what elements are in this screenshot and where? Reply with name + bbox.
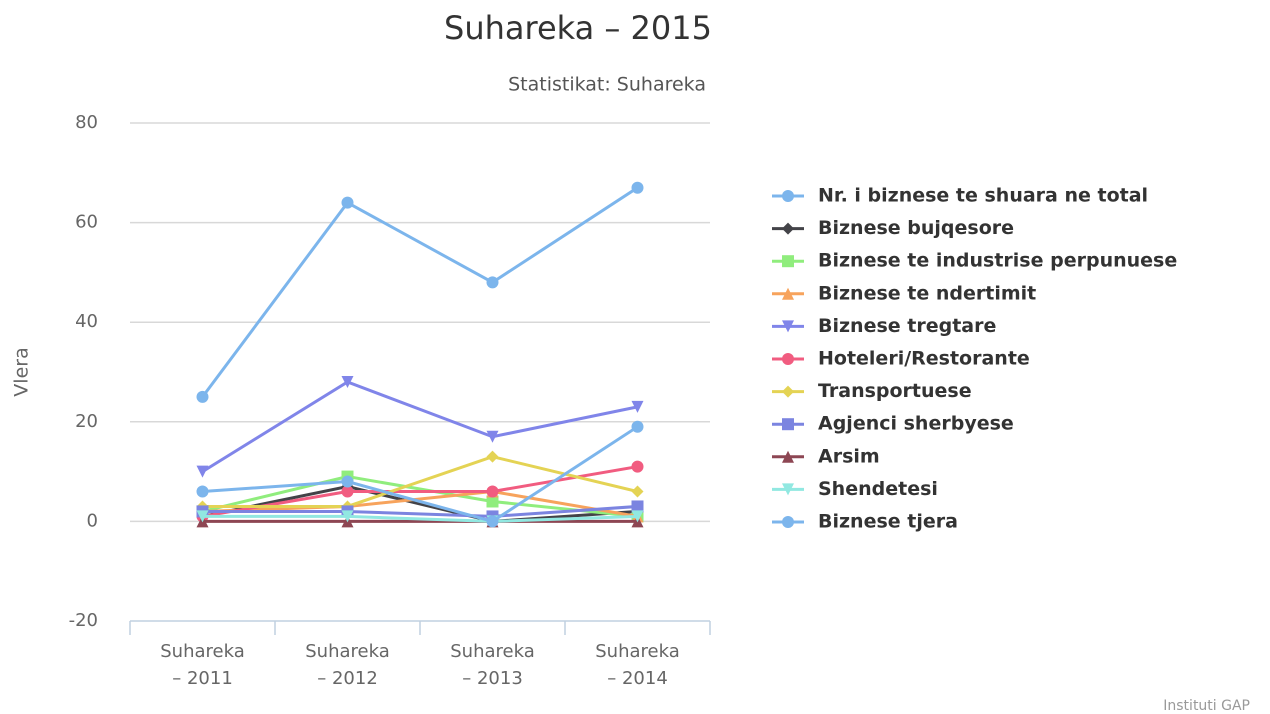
point-marker — [631, 400, 644, 413]
legend-label: Hoteleri/Restorante — [818, 348, 1030, 370]
legend-marker — [782, 516, 794, 528]
legend-marker — [782, 353, 794, 365]
y-tick-label: -20 — [69, 610, 98, 631]
legend-label: Biznese tjera — [818, 511, 958, 533]
y-axis-title: Vlera — [11, 347, 33, 396]
x-tick-label: Suhareka – 2014 — [595, 641, 680, 689]
x-tick-label: Suhareka – 2011 — [160, 641, 245, 689]
point-marker — [341, 485, 354, 498]
y-tick-label: 0 — [87, 510, 98, 531]
point-marker — [196, 390, 209, 403]
y-tick-label: 20 — [75, 411, 98, 432]
series-line — [201, 186, 639, 398]
point-marker — [631, 420, 644, 433]
series-line — [202, 514, 638, 523]
legend-label: Nr. i biznese te shuara ne total — [818, 185, 1148, 207]
legend-marker — [782, 320, 794, 333]
legend-marker — [782, 255, 794, 268]
point-marker — [341, 510, 354, 523]
legend-marker — [782, 483, 794, 496]
legend-marker — [782, 190, 794, 202]
point-marker — [631, 181, 644, 194]
point-marker — [196, 465, 209, 478]
point-marker — [341, 475, 354, 488]
point-marker — [486, 430, 499, 443]
point-marker — [341, 375, 354, 388]
point-marker — [196, 510, 209, 523]
series-line — [202, 490, 638, 518]
series-line — [202, 504, 638, 518]
series-line — [202, 425, 639, 524]
x-tick-label: Suhareka – 2013 — [450, 641, 535, 689]
series-line — [202, 465, 638, 518]
legend-label: Biznese te ndertimit — [818, 282, 1036, 304]
legend-marker — [782, 222, 794, 235]
point-marker — [631, 460, 644, 473]
legend-label: Biznese te industrise perpunuese — [818, 250, 1177, 272]
y-tick-label: 40 — [75, 311, 98, 332]
point-marker — [486, 485, 499, 498]
x-tick-label: Suhareka – 2012 — [305, 641, 390, 689]
legend-marker — [782, 385, 794, 398]
chart-title: Suhareka – 2015 — [444, 9, 712, 47]
legend-marker — [782, 450, 794, 463]
legend-label: Agjenci sherbyese — [818, 413, 1014, 435]
series-line — [202, 485, 638, 523]
point-marker — [486, 515, 499, 528]
legend-label: Transportuese — [818, 380, 972, 402]
point-marker — [341, 196, 354, 209]
chart-subtitle: Statistikat: Suhareka — [508, 74, 706, 96]
series-line — [202, 475, 638, 518]
point-marker — [631, 500, 644, 513]
legend-marker — [782, 287, 794, 300]
point-marker — [196, 485, 209, 498]
legend-marker — [782, 418, 794, 431]
y-tick-label: 60 — [75, 212, 98, 233]
credits: Instituti GAP — [1163, 698, 1250, 714]
point-marker — [486, 276, 499, 289]
series-line — [201, 380, 638, 473]
y-tick-label: 80 — [75, 112, 98, 133]
legend-label: Arsim — [818, 445, 880, 467]
point-marker — [486, 450, 499, 463]
legend-label: Biznese bujqesore — [818, 217, 1014, 239]
legend-label: Biznese tregtare — [818, 315, 996, 337]
point-marker — [631, 510, 644, 523]
point-marker — [486, 495, 499, 508]
legend-label: Shendetesi — [818, 478, 938, 500]
point-marker — [631, 485, 644, 498]
